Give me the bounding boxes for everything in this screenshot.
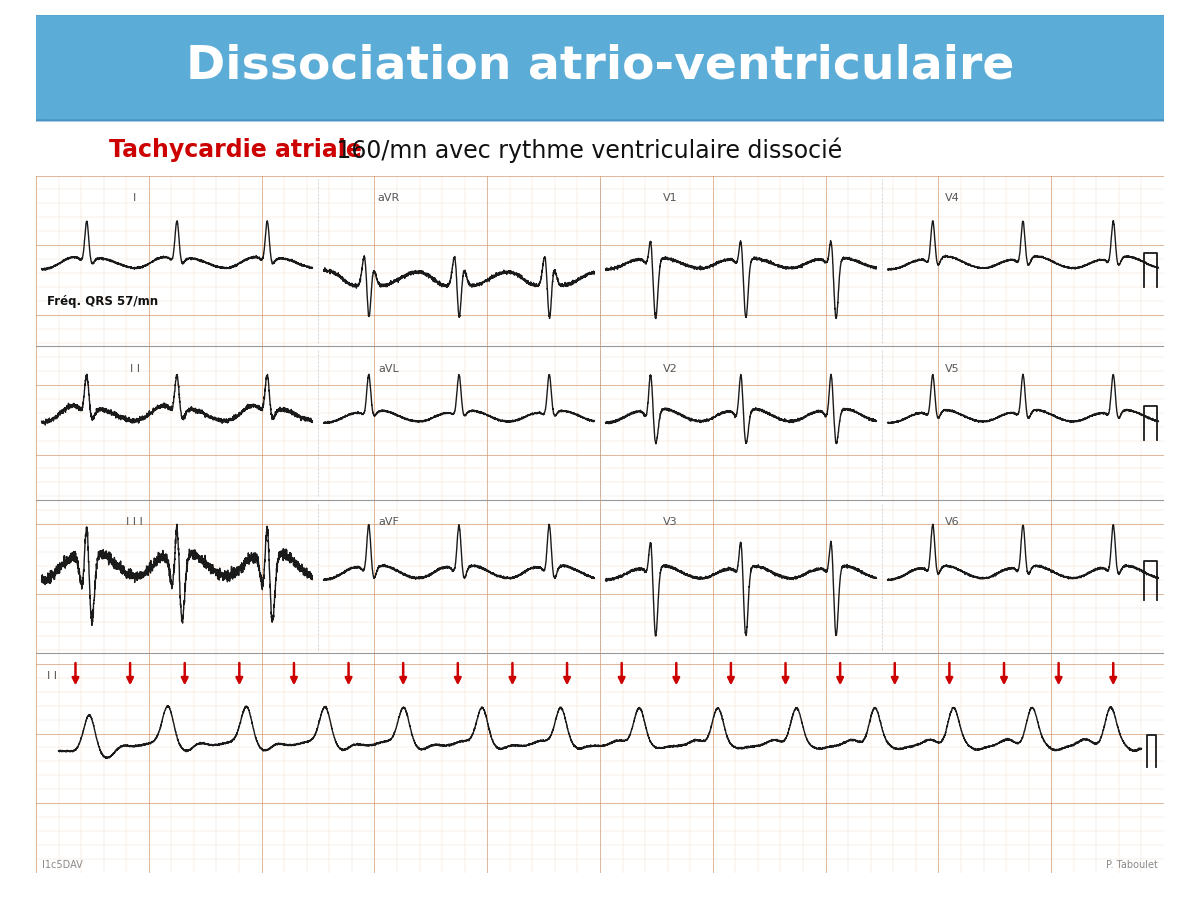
Text: V2: V2 xyxy=(664,364,678,374)
Text: 160/mn avec rythme ventriculaire dissocié: 160/mn avec rythme ventriculaire dissoci… xyxy=(329,138,842,163)
Text: I I: I I xyxy=(47,670,58,680)
Text: V3: V3 xyxy=(664,518,678,527)
Text: Dissociation atrio-ventriculaire: Dissociation atrio-ventriculaire xyxy=(186,44,1014,89)
Text: I1c5DAV: I1c5DAV xyxy=(42,860,83,869)
Text: V6: V6 xyxy=(946,518,960,527)
Text: aVR: aVR xyxy=(377,193,400,202)
Text: V1: V1 xyxy=(664,193,678,202)
Text: P. Taboulet: P. Taboulet xyxy=(1106,860,1158,869)
Text: aVF: aVF xyxy=(378,518,398,527)
Text: V4: V4 xyxy=(946,193,960,202)
Text: V5: V5 xyxy=(946,364,960,374)
Text: I I I: I I I xyxy=(126,518,143,527)
FancyBboxPatch shape xyxy=(0,14,1200,121)
Text: Tachycardie atriale: Tachycardie atriale xyxy=(109,139,362,162)
Text: I: I xyxy=(133,193,137,202)
Text: I I: I I xyxy=(130,364,139,374)
Text: Fréq. QRS 57/mn: Fréq. QRS 57/mn xyxy=(47,294,158,308)
Text: aVL: aVL xyxy=(378,364,398,374)
